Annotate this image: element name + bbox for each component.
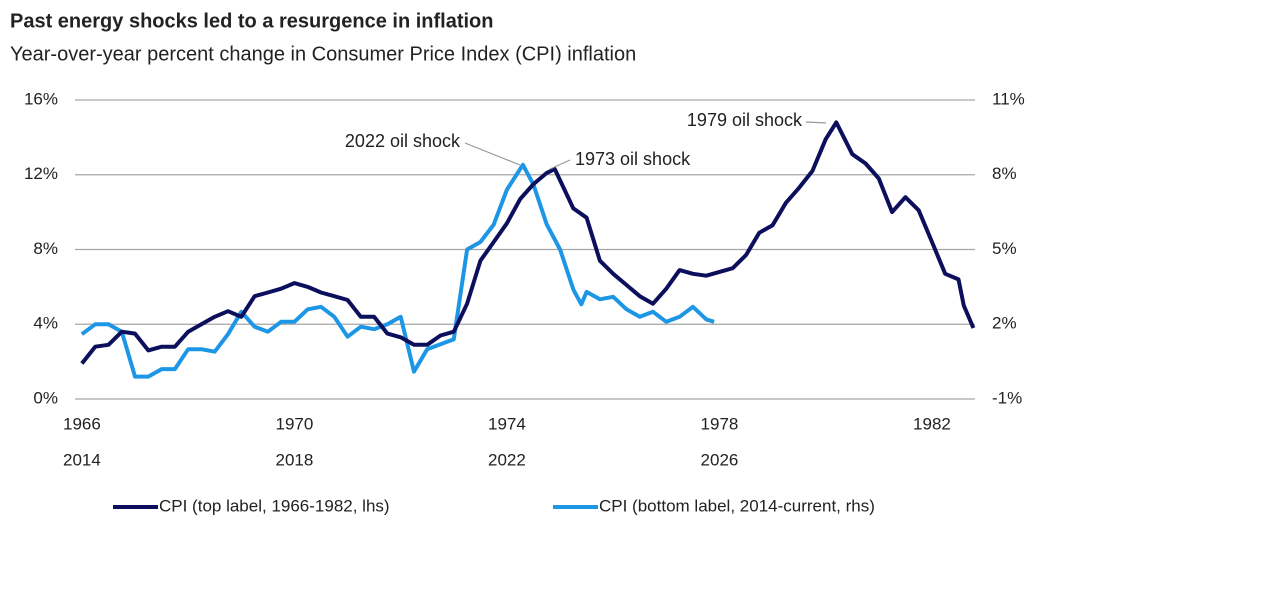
line-series xyxy=(80,162,715,379)
line-series xyxy=(80,120,976,365)
annotation-leader xyxy=(549,159,571,170)
x-tick-label: 1970 xyxy=(276,414,314,433)
chart-title: Past energy shocks led to a resurgence i… xyxy=(10,10,493,32)
x-tick-label: 1966 xyxy=(63,414,101,433)
y-tick-label: 0% xyxy=(33,388,58,407)
y2-tick-label: 8% xyxy=(992,164,1017,183)
y2-tick-label: 11% xyxy=(992,89,1025,108)
x2-tick-label: 2026 xyxy=(701,450,739,469)
x-tick-label: 1982 xyxy=(913,414,951,433)
annotation-leader xyxy=(805,121,827,124)
y2-tick-label: 2% xyxy=(992,314,1017,333)
y-tick-label: 12% xyxy=(24,164,58,183)
annotation: 1973 oil shock xyxy=(575,149,691,169)
y-tick-label: 4% xyxy=(33,314,58,333)
legend-label: CPI (top label, 1966-1982, lhs) xyxy=(159,496,390,515)
chart-subtitle: Year-over-year percent change in Consume… xyxy=(10,43,636,65)
x-tick-label: 1974 xyxy=(488,414,526,433)
x-tick-label: 1978 xyxy=(701,414,739,433)
annotation-leader xyxy=(464,142,521,166)
annotation: 2022 oil shock xyxy=(345,131,461,151)
legend-label: CPI (bottom label, 2014-current, rhs) xyxy=(599,496,875,515)
y-tick-label: 8% xyxy=(33,239,58,258)
y2-tick-label: -1% xyxy=(992,388,1022,407)
y-tick-label: 16% xyxy=(24,89,58,108)
annotation: 1979 oil shock xyxy=(687,110,803,130)
x2-tick-label: 2018 xyxy=(276,450,314,469)
x2-tick-label: 2022 xyxy=(488,450,526,469)
y2-tick-label: 5% xyxy=(992,239,1017,258)
x2-tick-label: 2014 xyxy=(63,450,101,469)
